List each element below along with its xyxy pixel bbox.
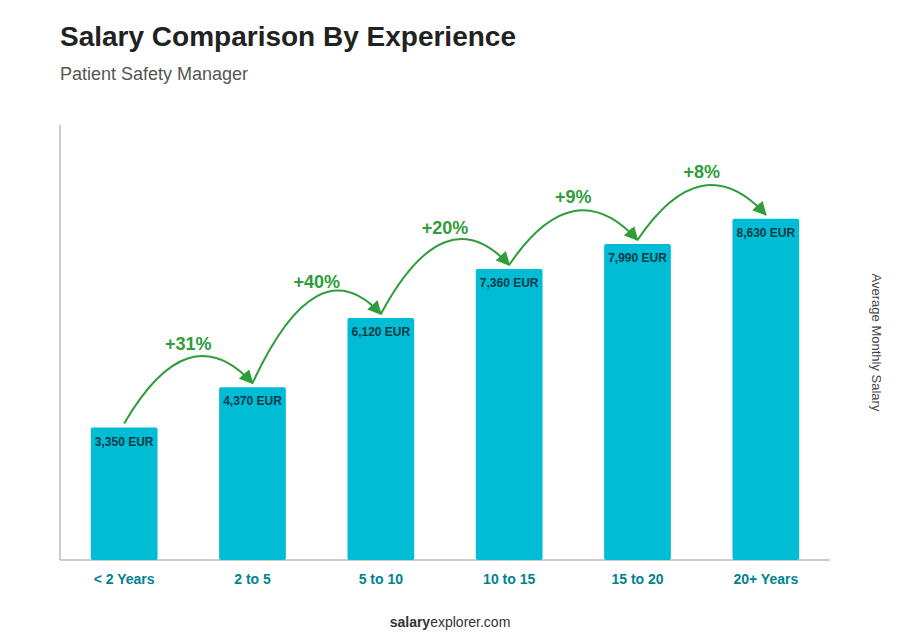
x-tick-label: 10 to 15 xyxy=(483,571,535,587)
x-axis-line xyxy=(60,560,830,561)
annotation: +8% xyxy=(683,162,720,182)
arc-arrow xyxy=(381,239,509,314)
subtitle: Patient Safety Manager xyxy=(60,64,248,84)
arc-arrow xyxy=(638,185,766,240)
bar xyxy=(219,387,286,560)
bars xyxy=(91,219,799,560)
bar xyxy=(604,244,671,560)
footer: salaryexplorer.com xyxy=(390,614,511,630)
bar xyxy=(91,428,158,560)
y-axis-line xyxy=(60,125,61,560)
annotation: +31% xyxy=(165,334,212,354)
arc-arrow xyxy=(509,210,637,265)
data-label: 7,990 EUR xyxy=(608,251,667,265)
footer-part: salary xyxy=(390,614,431,630)
chart-svg: Salary Comparison By Experience Patient S… xyxy=(0,0,900,641)
annotation: +20% xyxy=(422,218,469,238)
y-axis-label: Average Monthly Salary xyxy=(869,274,884,412)
x-tick-label: 2 to 5 xyxy=(234,571,271,587)
title: Salary Comparison By Experience xyxy=(60,21,516,52)
bar xyxy=(476,269,543,560)
arc-arrow xyxy=(124,356,252,424)
chart-container: Salary Comparison By Experience Patient S… xyxy=(0,0,900,641)
data-label: 8,630 EUR xyxy=(736,226,795,240)
bar xyxy=(347,318,414,560)
footer-part: explorer.com xyxy=(430,614,510,630)
x-tick-label: 20+ Years xyxy=(733,571,798,587)
x-tick-label: 5 to 10 xyxy=(359,571,404,587)
annotation: +9% xyxy=(555,187,592,207)
x-tick-label: < 2 Years xyxy=(94,571,155,587)
arc-arrow xyxy=(253,291,381,384)
data-label: 7,360 EUR xyxy=(480,276,539,290)
data-label: 3,350 EUR xyxy=(95,435,154,449)
data-label: 4,370 EUR xyxy=(223,394,282,408)
x-tick-label: 15 to 20 xyxy=(611,571,663,587)
data-label: 6,120 EUR xyxy=(351,325,410,339)
bar xyxy=(732,219,799,560)
annotation: +40% xyxy=(293,272,340,292)
